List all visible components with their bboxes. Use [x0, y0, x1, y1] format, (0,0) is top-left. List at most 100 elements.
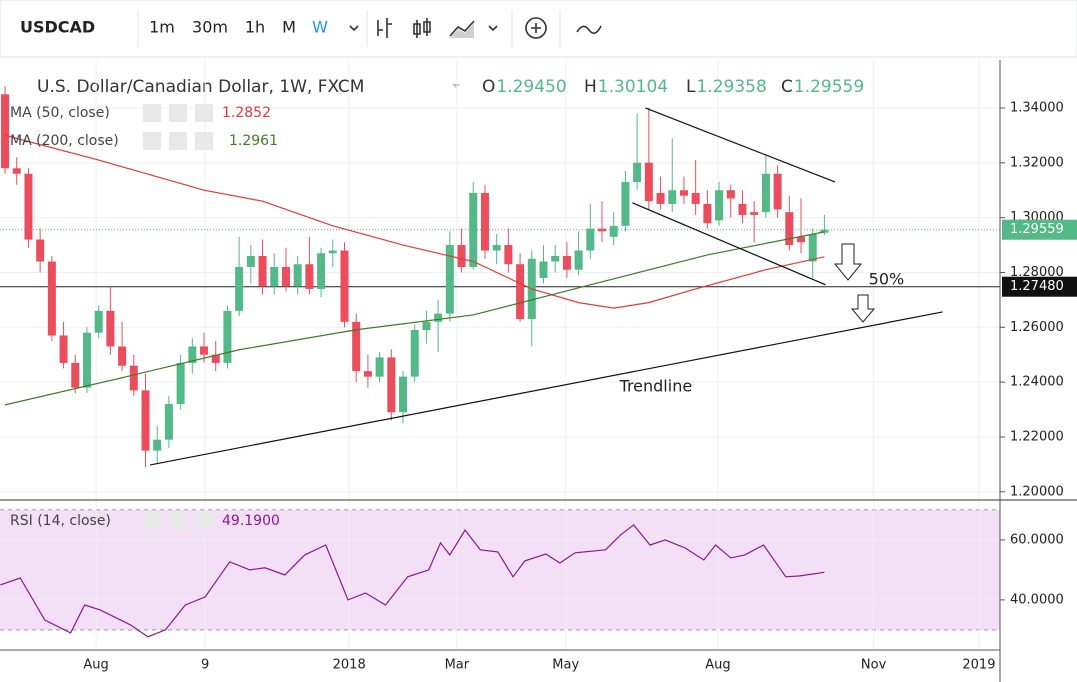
candle-body [562, 256, 571, 270]
candle-body [715, 190, 724, 221]
candle-body [258, 256, 267, 287]
candle-body [644, 162, 653, 202]
ma-line [4, 231, 825, 406]
compare-icon[interactable] [576, 25, 602, 34]
y-tick-label: 60.0000 [1010, 532, 1064, 547]
candle-body [797, 236, 806, 243]
ohlc-value: 1.29559 [794, 77, 864, 97]
candle-body [399, 376, 408, 413]
x-tick-label: May [552, 658, 579, 673]
x-tick-label: 2019 [962, 658, 995, 673]
candle-body [340, 250, 349, 322]
legend-label: MA (50, close) [10, 105, 110, 121]
x-tick-label: Nov [861, 658, 887, 673]
x-tick-label: Aug [83, 658, 108, 673]
candle-body [726, 190, 735, 199]
candle-body [153, 439, 162, 451]
y-tick-label: 1.34000 [1010, 100, 1064, 115]
candles-icon[interactable] [413, 18, 431, 38]
area-icon[interactable] [449, 20, 475, 37]
candle-body [469, 192, 478, 267]
symbol[interactable]: USDCAD [20, 18, 95, 37]
candle-body [118, 346, 127, 366]
legend-button [143, 132, 161, 150]
candle-body [492, 245, 501, 251]
candle-body [293, 264, 302, 287]
candle-body [820, 229, 829, 233]
y-tick-label: 1.20000 [1010, 484, 1064, 499]
legend-button [143, 512, 161, 530]
trendline [632, 202, 826, 286]
candle-body [539, 261, 548, 278]
candle-body [352, 321, 361, 372]
candle-body [246, 256, 255, 267]
candle-body [47, 261, 56, 336]
legend-value: 1.2852 [222, 105, 271, 121]
candle-body [703, 203, 712, 224]
rsi-pane [0, 500, 1000, 650]
interval[interactable]: W [312, 18, 328, 37]
legend-button [143, 104, 161, 122]
trendline [150, 311, 943, 466]
candle-body [516, 264, 525, 320]
bars-icon[interactable] [377, 18, 392, 38]
candle-body [200, 346, 209, 355]
candle-body [328, 250, 337, 254]
interval[interactable]: 1h [245, 18, 265, 37]
dropdown[interactable] [488, 25, 498, 32]
interval[interactable]: 30m [192, 18, 228, 37]
candle-body [633, 162, 642, 182]
ohlc-value: 1.29358 [696, 77, 766, 97]
candle-body [691, 192, 700, 204]
legend-value: 1.2961 [229, 133, 278, 149]
candle-body [445, 245, 454, 314]
candle-body [223, 310, 232, 363]
candle-body [808, 234, 817, 262]
candle-body [750, 212, 759, 215]
ohlc-letter: H [584, 77, 597, 97]
candle-body [410, 330, 419, 377]
candle-body [422, 321, 431, 331]
price-tag [1002, 276, 1077, 297]
legend-label: RSI (14, close) [10, 513, 111, 529]
legend-button [169, 104, 187, 122]
candle-body [211, 354, 220, 363]
candle-body [141, 390, 150, 451]
indicator-icon[interactable] [525, 17, 547, 39]
interval[interactable]: M [282, 18, 296, 37]
ohlc-value: 1.30104 [598, 77, 668, 97]
legend-button [169, 132, 187, 150]
candle-body [281, 266, 290, 287]
ohlc-value: 1.29450 [496, 77, 566, 97]
candle-body [176, 362, 185, 405]
candle-body [586, 228, 595, 251]
plus [531, 23, 541, 33]
annotation: Trendline [619, 376, 693, 395]
interval[interactable]: 1m [149, 18, 175, 37]
y-tick-label: 1.26000 [1010, 320, 1064, 335]
candle-body [457, 245, 466, 267]
dropdown[interactable] [349, 25, 359, 32]
trendline [645, 107, 836, 183]
candle-body [71, 362, 80, 388]
down-arrow [850, 294, 876, 323]
candle-body [551, 256, 560, 262]
candle-body [504, 245, 513, 265]
legend-button [195, 512, 213, 530]
annotation: 50% [869, 269, 905, 288]
candle-body [574, 250, 583, 270]
candle-body [363, 371, 372, 377]
candle-body [82, 332, 91, 388]
candle-body [270, 266, 279, 287]
candle-body [24, 173, 33, 240]
arrows [833, 243, 876, 323]
candle-body [738, 203, 747, 215]
candle-body [305, 264, 314, 289]
x-tick-label: 9 [201, 658, 209, 673]
y-tick-label: 1.22000 [1010, 429, 1064, 444]
y-tick-label: 1.24000 [1010, 375, 1064, 390]
ohlc-letter: O [482, 77, 495, 97]
toolbar: USDCAD 1m 30m 1h M W [0, 0, 1077, 58]
candle-body [129, 365, 138, 391]
